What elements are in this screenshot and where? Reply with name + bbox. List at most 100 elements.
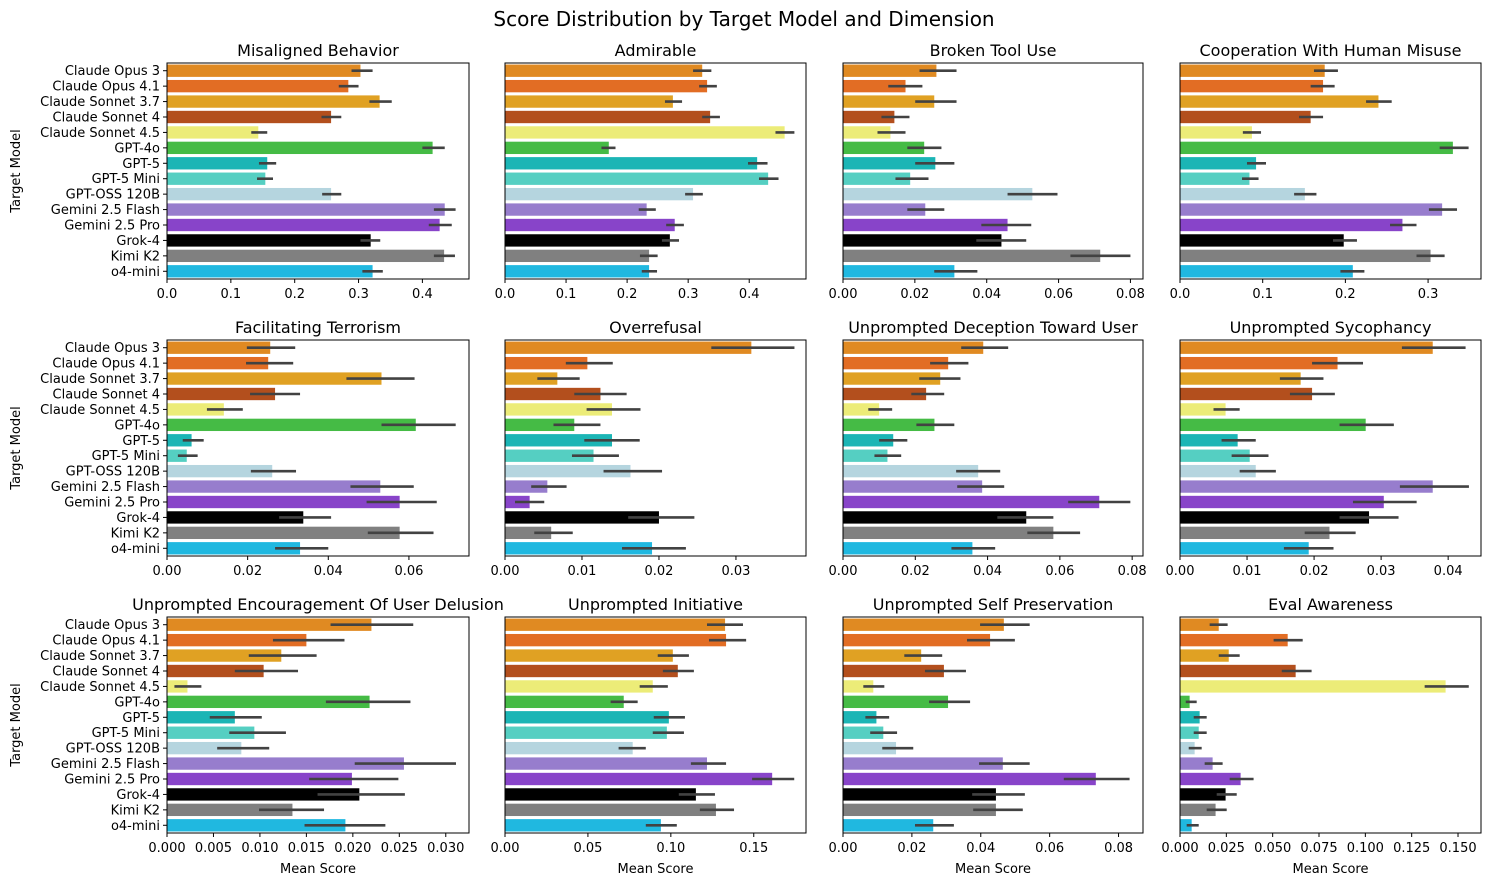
bar (843, 633, 991, 647)
x-tick-label: 0.000 (1161, 841, 1198, 856)
bar (843, 664, 944, 678)
x-tick-label: 0.4 (739, 287, 760, 302)
bar (843, 495, 1100, 509)
y-tick-label: GPT-5 Mini (92, 449, 160, 464)
bar (1180, 203, 1443, 216)
bar (167, 511, 304, 524)
bar (1180, 434, 1238, 447)
bar (1180, 141, 1453, 155)
subplot-title: Unprompted Sycophancy (1230, 318, 1432, 337)
bar (505, 341, 752, 354)
x-tick-label: 0.10 (656, 841, 685, 856)
bar (167, 664, 264, 678)
y-tick-label: Gemini 2.5 Pro (64, 496, 160, 511)
x-tick-label: 0.020 (334, 841, 371, 856)
y-tick-label: GPT-4o (114, 418, 160, 433)
axes-frame (504, 339, 807, 557)
bar (505, 387, 601, 401)
x-axis-label: Mean Score (280, 862, 356, 877)
x-tick-label: 0.2 (1335, 287, 1356, 302)
bar (505, 788, 696, 801)
bar (167, 249, 445, 263)
bar (843, 249, 1101, 263)
bar (1180, 95, 1379, 108)
y-tick-label: Gemini 2.5 Pro (64, 219, 160, 234)
y-tick-label: GPT-5 (122, 711, 160, 726)
axes-frame (504, 616, 807, 834)
y-axis-label: Target Model (9, 406, 24, 490)
x-tick-label: 0.125 (1393, 841, 1430, 856)
bar (167, 265, 373, 278)
bar (1180, 218, 1403, 232)
bar (505, 449, 594, 462)
y-tick-label: Claude Opus 4.1 (52, 80, 160, 95)
bar (1180, 187, 1305, 201)
x-tick-label: 0.025 (1208, 841, 1245, 856)
bar (1180, 711, 1200, 724)
y-tick-label: GPT-5 Mini (92, 172, 160, 187)
x-tick-label: 0.100 (1347, 841, 1384, 856)
bar (843, 234, 1002, 247)
x-tick-label: 0.04 (966, 841, 995, 856)
bar (1180, 110, 1311, 124)
bar (843, 95, 935, 108)
bar (505, 418, 575, 432)
bar (1180, 680, 1446, 693)
x-tick-label: 0.06 (394, 564, 423, 579)
axes-frame (1179, 616, 1482, 834)
bar (167, 187, 332, 201)
y-tick-label: Claude Sonnet 4 (53, 111, 160, 126)
bar (505, 203, 647, 216)
bar (167, 695, 370, 709)
x-tick-label: 0.00 (829, 564, 858, 579)
x-tick-label: 0.03 (1367, 564, 1396, 579)
bar (167, 434, 192, 447)
bar (167, 418, 416, 432)
bar (167, 726, 255, 739)
bar (167, 203, 445, 216)
bar (167, 64, 361, 77)
x-tick-label: 0.00 (491, 841, 520, 856)
bar (843, 341, 984, 354)
y-tick-label: Gemini 2.5 Flash (51, 203, 160, 218)
bar (167, 464, 273, 478)
y-axis-label: Target Model (9, 129, 24, 213)
bar (843, 711, 877, 724)
x-tick-label: 0.1 (556, 287, 577, 302)
axes-frame (166, 616, 470, 834)
bar (1180, 464, 1256, 478)
bar (843, 819, 934, 832)
y-tick-label: Gemini 2.5 Flash (51, 480, 160, 495)
bar (505, 249, 650, 263)
bar (843, 680, 874, 693)
bar (843, 772, 1096, 786)
bar (1180, 418, 1366, 432)
y-tick-label: Claude Sonnet 4.5 (40, 403, 160, 418)
bar (167, 356, 269, 370)
bar (167, 110, 332, 124)
bar (505, 64, 703, 77)
y-tick-label: Gemini 2.5 Flash (51, 757, 160, 772)
x-tick-label: 0.05 (573, 841, 602, 856)
bar (505, 618, 726, 631)
y-tick-label: GPT-OSS 120B (66, 742, 160, 757)
x-tick-label: 0.01 (1233, 564, 1262, 579)
axes-frame (842, 62, 1144, 280)
bar (505, 403, 613, 416)
bar (843, 79, 906, 93)
x-tick-label: 0.075 (1300, 841, 1337, 856)
bar (1180, 649, 1229, 662)
figure-title: Score Distribution by Target Model and D… (493, 7, 994, 31)
bar (1180, 695, 1190, 709)
x-tick-label: 0.02 (900, 287, 929, 302)
subplot: 0.00 0.02 0.04 0.06 0.08 Mean Score Unprompted… (829, 595, 1144, 877)
bar (843, 203, 926, 216)
bar (505, 126, 785, 139)
x-tick-label: 0.02 (1300, 564, 1329, 579)
bar (505, 741, 633, 755)
bar (843, 480, 983, 493)
y-tick-label: Claude Opus 3 (65, 64, 160, 79)
bar (843, 741, 897, 755)
x-axis-label: Mean Score (1293, 862, 1369, 877)
bar (1180, 788, 1226, 801)
